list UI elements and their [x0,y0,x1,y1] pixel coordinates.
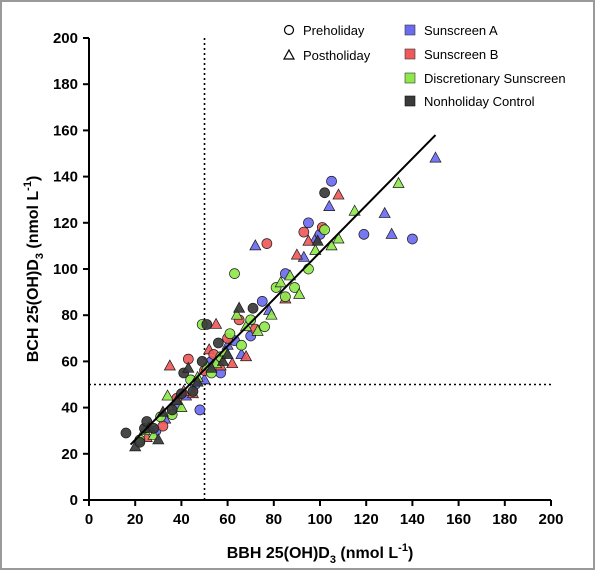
legend-marker-preholiday [283,24,295,36]
x-tick-label: 120 [354,511,379,528]
point-nonholiday-control-postholiday [182,361,195,373]
x-tick-label: 80 [265,511,282,528]
point-nonholiday-control-postholiday [221,347,234,359]
y-tick-label: 180 [53,76,78,93]
point-nonholiday-control-postholiday [311,234,324,246]
point-discretionary-sunscreen-postholiday [293,287,306,299]
point-sunscreen-a-preholiday [303,217,314,229]
point-discretionary-sunscreen-postholiday [392,176,405,188]
y-tick-label: 140 [53,169,78,186]
point-sunscreen-b-preholiday [261,238,273,249]
point-discretionary-sunscreen-postholiday [283,269,297,281]
point-nonholiday-control-preholiday [134,436,146,448]
regression-line [129,134,437,446]
point-nonholiday-control-postholiday [233,301,246,313]
x-axis-title: BBH 25(OH)D3 (nmol L-1) [227,542,414,566]
point-discretionary-sunscreen-preholiday [280,291,291,303]
point-nonholiday-control-postholiday [152,433,165,445]
point-discretionary-sunscreen-preholiday [259,321,270,333]
legend: Preholiday Postholiday Sunscreen A Sunsc… [282,23,566,109]
point-sunscreen-b-preholiday [298,226,310,238]
point-nonholiday-control-preholiday [148,423,160,434]
legend-swatch-sunscreen-b [404,48,416,60]
point-nonholiday-control-preholiday [247,302,259,314]
point-discretionary-sunscreen-postholiday [325,239,338,251]
x-tick-label: 20 [127,511,144,528]
point-discretionary-sunscreen-preholiday [303,263,314,275]
point-nonholiday-control-preholiday [196,356,208,367]
legend-marker-postholiday [282,48,296,60]
point-discretionary-sunscreen-postholiday [274,276,287,288]
point-nonholiday-control-postholiday [216,354,230,366]
point-sunscreen-b-postholiday [302,234,315,246]
point-discretionary-sunscreen-postholiday [175,400,188,412]
y-tick-label: 60 [61,353,78,370]
y-tick-label: 200 [53,30,78,47]
legend-label-sunscreen-b: Sunscreen B [424,47,498,62]
point-discretionary-sunscreen-preholiday [236,339,247,351]
x-tick-label: 60 [219,511,236,528]
x-tick-label: 160 [446,511,471,528]
point-sunscreen-b-postholiday [290,248,303,260]
point-discretionary-sunscreen-preholiday [289,282,300,293]
legend-swatch-discretionary-sunscreen [404,72,416,84]
x-tick-label: 200 [538,511,563,528]
point-sunscreen-a-postholiday [249,239,262,251]
point-discretionary-sunscreen-postholiday [251,324,264,336]
point-nonholiday-control-postholiday [205,361,218,373]
point-nonholiday-control-preholiday [319,187,330,199]
point-discretionary-sunscreen-postholiday [348,204,361,216]
point-sunscreen-a-postholiday [385,227,398,239]
point-sunscreen-b-postholiday [332,188,345,200]
legend-label-discretionary-sunscreen: Discretionary Sunscreen [424,71,566,86]
y-tick-label: 100 [53,261,78,278]
point-nonholiday-control-preholiday [187,386,199,397]
y-tick-label: 40 [61,400,78,417]
point-discretionary-sunscreen-postholiday [309,243,322,255]
y-axis-title: BCH 25(OH)D3 (nmol L-1) [22,176,46,363]
point-sunscreen-a-postholiday [378,206,391,218]
point-discretionary-sunscreen-postholiday [332,232,345,244]
y-tick-label: 0 [70,492,78,509]
point-discretionary-sunscreen-preholiday [224,328,236,340]
point-sunscreen-a-preholiday [358,229,370,240]
point-sunscreen-a-preholiday [407,233,418,245]
point-nonholiday-control-preholiday [120,427,132,439]
legend-label-preholiday: Preholiday [303,23,365,38]
legend-swatch-nonholiday-control [404,95,416,107]
x-tick-label: 100 [307,511,332,528]
x-tick-label: 0 [85,511,93,528]
point-sunscreen-a-preholiday [256,295,268,307]
y-tick-label: 80 [61,307,78,324]
legend-label-postholiday: Postholiday [303,48,371,63]
point-sunscreen-a-preholiday [194,404,206,416]
legend-label-nonholiday-control: Nonholiday Control [424,94,535,109]
point-discretionary-sunscreen-postholiday [161,389,174,401]
point-sunscreen-b-preholiday [157,420,169,432]
point-sunscreen-a-preholiday [326,175,337,187]
point-discretionary-sunscreen-preholiday [319,224,330,236]
y-tick-label: 20 [61,446,78,463]
point-discretionary-sunscreen-preholiday [229,268,240,279]
y-tick-label: 120 [53,215,78,232]
point-nonholiday-control-postholiday [191,375,204,387]
x-tick-label: 140 [400,511,425,528]
point-discretionary-sunscreen-postholiday [230,308,243,320]
point-sunscreen-a-postholiday [323,199,336,211]
point-sunscreen-b-postholiday [239,350,253,362]
point-discretionary-sunscreen-postholiday [265,308,278,320]
point-discretionary-sunscreen-preholiday [245,314,257,326]
point-sunscreen-b-postholiday [163,359,176,371]
point-nonholiday-control-preholiday [213,337,224,349]
legend-label-sunscreen-a: Sunscreen A [424,23,498,38]
point-sunscreen-b-postholiday [226,356,239,369]
point-nonholiday-control-preholiday [201,319,213,330]
y-tick-label: 160 [53,122,78,139]
point-sunscreen-b-postholiday [209,317,223,329]
legend-swatch-sunscreen-a [404,24,416,36]
x-tick-label: 40 [173,511,190,528]
point-sunscreen-a-postholiday [429,151,442,163]
x-tick-label: 180 [492,511,517,528]
